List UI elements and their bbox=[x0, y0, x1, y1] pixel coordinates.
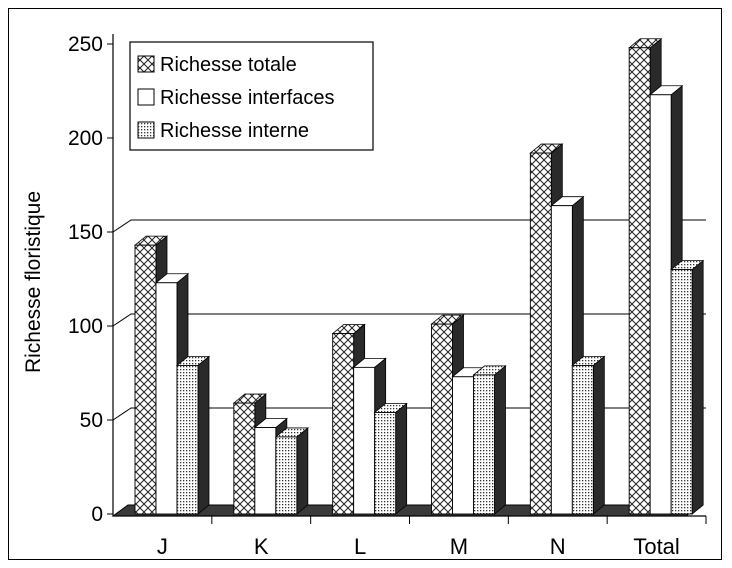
bar bbox=[571, 365, 594, 515]
bar bbox=[473, 374, 495, 515]
x-tick-label: M bbox=[450, 534, 468, 559]
bar bbox=[254, 427, 277, 515]
x-tick-label: J bbox=[157, 534, 168, 559]
x-tick-label: N bbox=[550, 534, 566, 559]
bar bbox=[670, 269, 693, 515]
bar-side bbox=[296, 427, 309, 515]
y-tick-label: 150 bbox=[68, 221, 103, 244]
legend-label: Richesse interne bbox=[160, 120, 309, 142]
legend-swatch-white bbox=[137, 88, 155, 106]
legend-swatch-dotted bbox=[137, 121, 155, 139]
bar bbox=[275, 436, 298, 515]
legend: Richesse totale Richesse interfaces Rich… bbox=[129, 41, 374, 151]
gridline bbox=[112, 407, 706, 421]
bar bbox=[353, 366, 376, 515]
legend-label: Richesse interfaces bbox=[160, 87, 335, 109]
bar bbox=[332, 333, 355, 515]
bar bbox=[176, 365, 199, 515]
bar bbox=[134, 244, 157, 515]
y-tick-label: 0 bbox=[91, 503, 103, 526]
bars bbox=[133, 37, 705, 515]
y-tick-label: 200 bbox=[68, 127, 103, 150]
legend-label: Richesse totale bbox=[160, 54, 297, 76]
bar-side bbox=[691, 259, 704, 515]
chart-frame bbox=[8, 8, 722, 560]
y-axis-label: Richesse floristique bbox=[22, 191, 45, 373]
x-tick-labels: J K L M N Total bbox=[157, 534, 680, 559]
x-tick-label: Total bbox=[633, 534, 679, 559]
y-tick-labels: 0 50 100 150 200 250 bbox=[68, 33, 103, 526]
axes bbox=[107, 34, 707, 524]
gridline bbox=[112, 313, 706, 327]
bar-side bbox=[494, 365, 506, 515]
bar bbox=[155, 282, 178, 515]
bar-side bbox=[395, 402, 408, 515]
gridline bbox=[112, 219, 706, 233]
y-tick-label: 100 bbox=[68, 315, 103, 338]
x-tick-label: K bbox=[254, 534, 269, 559]
bar bbox=[452, 376, 474, 515]
y-tick-label: 250 bbox=[68, 33, 103, 56]
bar bbox=[431, 323, 453, 515]
bar bbox=[529, 152, 552, 515]
bar-side bbox=[592, 355, 605, 515]
legend-box bbox=[129, 41, 374, 151]
bar bbox=[374, 412, 397, 515]
bar bbox=[550, 205, 573, 515]
legend-swatch-crosshatch bbox=[137, 55, 155, 73]
y-tick-label: 50 bbox=[80, 409, 103, 432]
bar bbox=[233, 402, 256, 515]
x-tick-label: L bbox=[354, 534, 366, 559]
bar bbox=[649, 94, 672, 515]
bar-side bbox=[197, 355, 210, 515]
bar bbox=[628, 47, 651, 515]
gridlines bbox=[112, 219, 706, 421]
